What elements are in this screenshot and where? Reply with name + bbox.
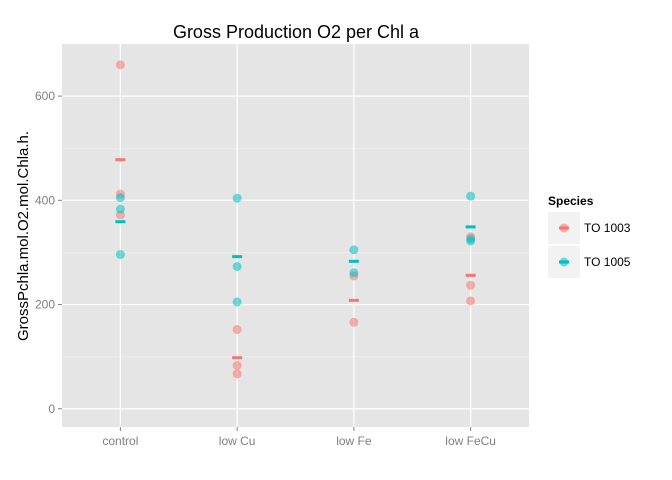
x-axis: control low Cu low Fe low FeCu <box>102 427 496 448</box>
x-tick-label: low Fe <box>336 434 372 448</box>
data-point <box>115 193 125 203</box>
legend-mean <box>559 260 569 264</box>
mean-marker <box>115 220 126 224</box>
y-axis: 0 200 400 600 <box>35 89 62 416</box>
data-point <box>115 204 125 214</box>
data-point <box>232 262 242 272</box>
y-tick-label: 600 <box>35 89 55 103</box>
y-axis-label: GrossPchla.mol.O2.mol.Chla.h. <box>15 131 32 341</box>
data-point <box>232 361 242 371</box>
mean-marker <box>348 259 359 263</box>
mean-marker <box>465 225 476 229</box>
legend: Species TO 1003 TO 1005 <box>548 194 631 278</box>
data-point <box>232 325 242 335</box>
x-tick-label: low Cu <box>219 434 256 448</box>
legend-label: TO 1005 <box>584 255 631 269</box>
data-point <box>349 268 359 278</box>
x-tick-label: low FeCu <box>445 434 496 448</box>
mean-marker <box>115 158 126 162</box>
mean-marker <box>232 356 243 360</box>
points-layer <box>115 60 476 379</box>
data-point <box>232 369 242 379</box>
data-point <box>232 193 242 203</box>
data-point <box>466 280 476 290</box>
plot-panel <box>62 44 529 427</box>
data-point <box>466 296 476 306</box>
data-point <box>466 191 476 201</box>
data-point <box>349 317 359 327</box>
data-point <box>115 60 125 70</box>
mean-marker <box>465 273 476 277</box>
legend-label: TO 1003 <box>584 221 631 235</box>
legend-mean <box>559 226 569 230</box>
data-point <box>466 236 476 246</box>
data-point <box>349 245 359 255</box>
legend-title: Species <box>548 194 594 208</box>
means-layer <box>115 158 476 360</box>
chart-title: Gross Production O2 per Chl a <box>173 22 420 42</box>
y-tick-label: 200 <box>35 298 55 312</box>
mean-marker <box>232 255 243 259</box>
legend-items: TO 1003 TO 1005 <box>548 212 631 278</box>
mean-marker <box>348 298 359 302</box>
data-point <box>115 250 125 260</box>
y-tick-label: 0 <box>48 402 55 416</box>
y-tick-label: 400 <box>35 193 55 207</box>
data-point <box>232 297 242 307</box>
x-tick-label: control <box>102 434 138 448</box>
